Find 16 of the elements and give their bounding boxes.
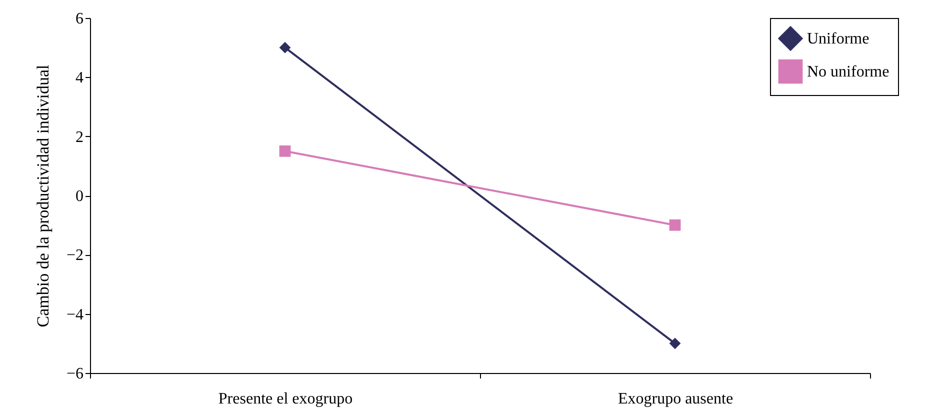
x-tick-label: Exogrupo ausente	[618, 390, 734, 408]
x-tick-label: Presente el exogrupo	[218, 390, 353, 408]
y-tick-label: 0	[76, 188, 84, 205]
point	[669, 219, 681, 231]
legend-label: No uniforme	[807, 64, 890, 80]
legend-label: Uniforme	[807, 30, 870, 48]
y-tick-label: 2	[76, 128, 84, 146]
point	[279, 42, 291, 54]
y-tick-label: −6	[66, 366, 84, 382]
y-axis-title: Cambio de la productividad individual	[33, 64, 52, 328]
point	[669, 338, 681, 350]
y-tick-label: 4	[76, 70, 84, 87]
y-tick-label: 6	[76, 10, 84, 28]
point	[279, 145, 291, 157]
y-tick-label: −4	[66, 306, 84, 324]
y-tick-label: −2	[66, 247, 84, 264]
